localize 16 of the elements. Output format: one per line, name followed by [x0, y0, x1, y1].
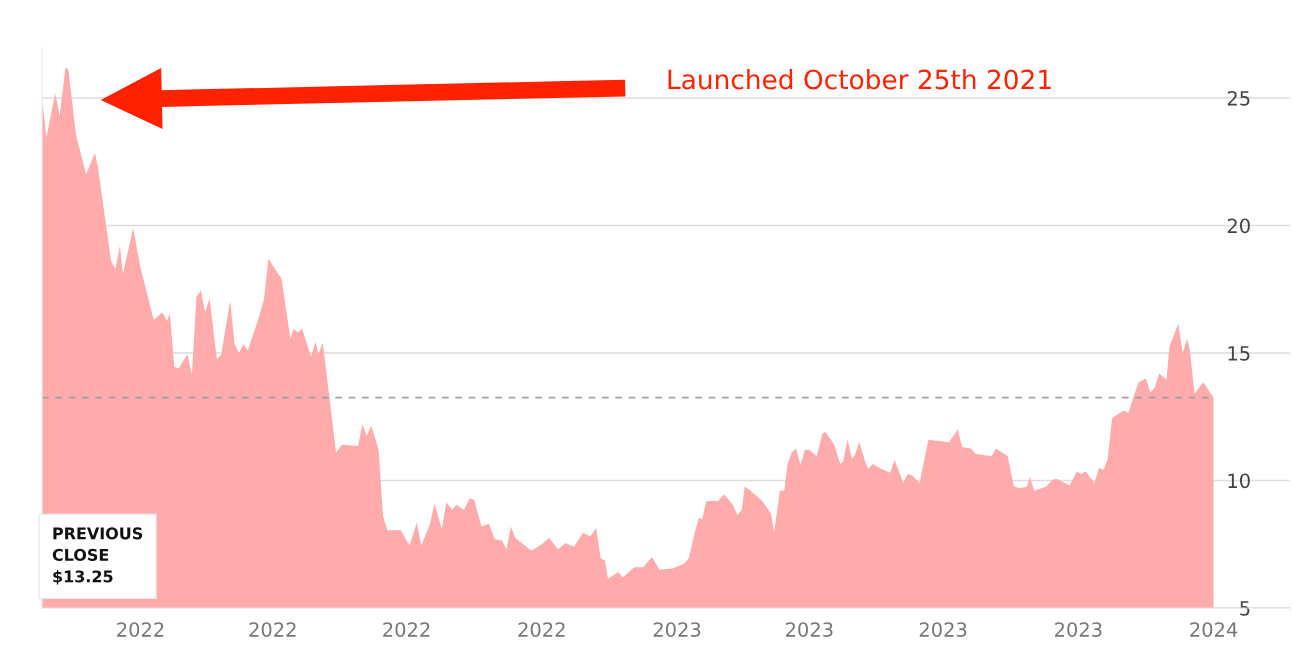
- y-tick-label: 15: [1228, 346, 1250, 361]
- x-tick-label: 2022: [518, 622, 565, 637]
- annotation: Launched October 25th 2021: [668, 69, 1051, 90]
- y-tick-label: 5: [1240, 601, 1250, 616]
- annotation: PREVIOUS CLOSE $13.25: [52, 527, 143, 585]
- x-tick-label: 2022: [249, 622, 296, 637]
- x-tick-label: 2022: [117, 622, 164, 637]
- y-tick-label: 20: [1227, 218, 1250, 234]
- x-tick-label: 2023: [1055, 622, 1102, 637]
- x-tick-label: 2023: [919, 622, 967, 637]
- y-tick-label: 25: [1227, 90, 1250, 106]
- y-tick-label: 10: [1228, 473, 1250, 489]
- x-tick-label: 2024: [1190, 622, 1238, 637]
- x-tick-label: 2023: [653, 622, 701, 637]
- x-tick-label: 2022: [383, 622, 430, 637]
- x-tick-label: 2023: [786, 622, 833, 637]
